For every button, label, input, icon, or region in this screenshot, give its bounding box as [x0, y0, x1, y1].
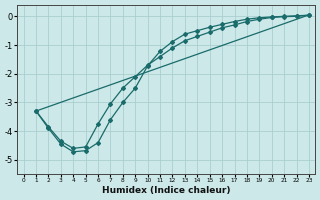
X-axis label: Humidex (Indice chaleur): Humidex (Indice chaleur) [102, 186, 230, 195]
